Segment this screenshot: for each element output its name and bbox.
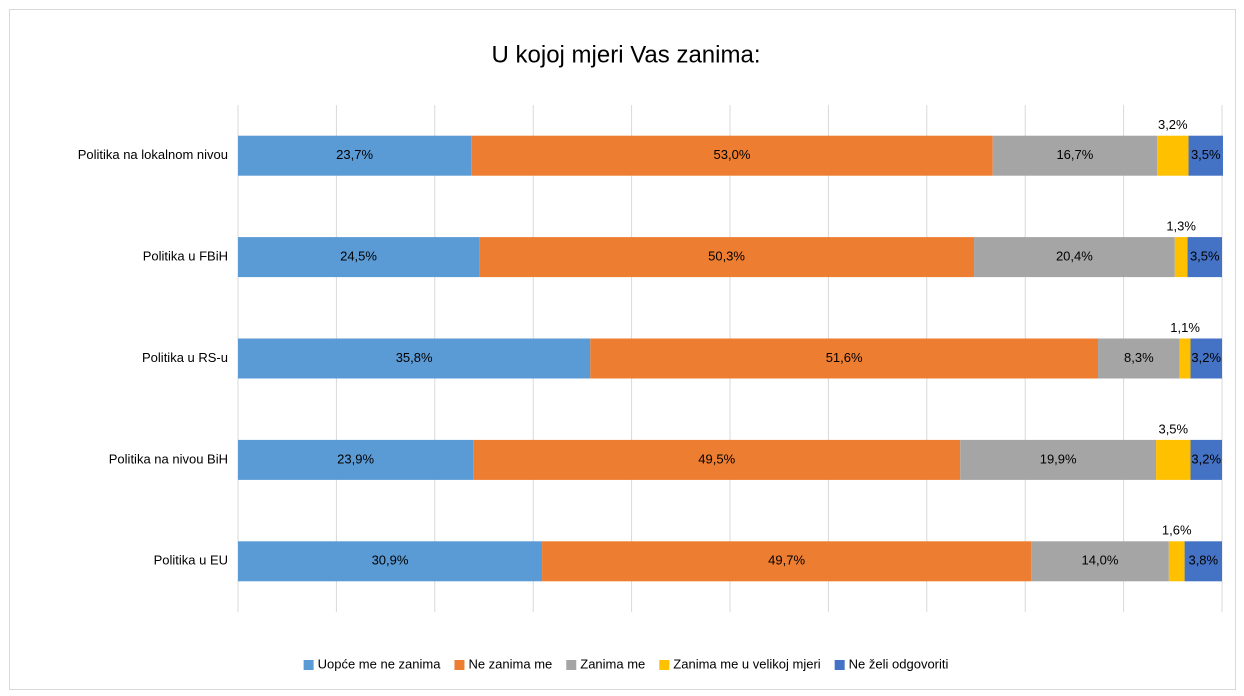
legend-label: Zanima me (580, 656, 645, 671)
data-label: 35,8% (396, 350, 433, 365)
data-label: 49,7% (768, 553, 805, 568)
legend-swatch (834, 660, 845, 670)
y-tick-label: Politika u FBiH (143, 249, 228, 264)
y-tick-label: Politika u EU (154, 553, 228, 568)
data-label: 1,6% (1162, 523, 1192, 538)
data-label: 16,7% (1056, 147, 1093, 162)
data-label: 1,3% (1166, 219, 1196, 234)
legend-swatch (659, 660, 670, 670)
legend-label: Uopće me ne zanima (318, 656, 442, 671)
bar-segment (471, 135, 993, 176)
bar-segment (1188, 135, 1223, 176)
bar-segment (1187, 237, 1222, 278)
data-label: 3,8% (1188, 553, 1218, 568)
bar-segment (1156, 439, 1191, 480)
chart-title: U kojoj mjeri Vas zanima: (492, 41, 761, 68)
data-label: 14,0% (1082, 553, 1119, 568)
bar-segment (1098, 338, 1180, 379)
data-label: 19,9% (1040, 451, 1077, 466)
data-label: 50,3% (708, 249, 745, 264)
bar-segment (992, 135, 1158, 176)
data-label: 3,5% (1190, 249, 1220, 264)
bar-segment (238, 439, 474, 480)
data-label: 3,2% (1191, 350, 1221, 365)
y-tick-label: Politika u RS-u (142, 350, 228, 365)
bar-segment (1179, 338, 1191, 379)
bar-segment (1184, 541, 1222, 582)
bar-segment (1031, 541, 1169, 582)
y-tick-label: Politika na lokalnom nivou (78, 147, 228, 162)
data-label: 23,9% (337, 451, 374, 466)
bar-segment (1174, 237, 1188, 278)
data-label: 49,5% (698, 451, 735, 466)
legend-swatch (303, 660, 314, 670)
legend-label: Ne želi odgovoriti (849, 656, 949, 671)
data-label: 30,9% (372, 553, 409, 568)
bar-segment (590, 338, 1099, 379)
data-label: 23,7% (336, 147, 373, 162)
bar-segment (238, 237, 480, 278)
data-label: 51,6% (826, 350, 863, 365)
bar-segment (974, 237, 1175, 278)
data-label: 24,5% (340, 249, 377, 264)
legend-swatch (454, 660, 465, 670)
bar-segment (542, 541, 1032, 582)
bar-segment (960, 439, 1157, 480)
data-label: 53,0% (714, 147, 751, 162)
data-label: 3,2% (1158, 117, 1188, 132)
legend-label: Ne zanima me (468, 656, 552, 671)
data-label: 3,5% (1158, 421, 1188, 436)
bar-segment (238, 135, 472, 176)
bar-segment (473, 439, 961, 480)
bar-segment (1190, 439, 1222, 480)
data-label: 3,5% (1191, 147, 1221, 162)
legend-swatch (566, 660, 577, 670)
bar-segment (1157, 135, 1189, 176)
data-label: 8,3% (1124, 350, 1154, 365)
data-label: 1,1% (1170, 320, 1200, 335)
bar-segment (238, 541, 543, 582)
bar-segment (1168, 541, 1185, 582)
bar-segment (1190, 338, 1222, 379)
legend-label: Zanima me u velikoj mjeri (673, 656, 820, 671)
bar-segment (238, 338, 591, 379)
bar-segment (479, 237, 975, 278)
data-label: 20,4% (1056, 249, 1093, 264)
y-tick-label: Politika na nivou BiH (109, 451, 228, 466)
data-label: 3,2% (1191, 451, 1221, 466)
